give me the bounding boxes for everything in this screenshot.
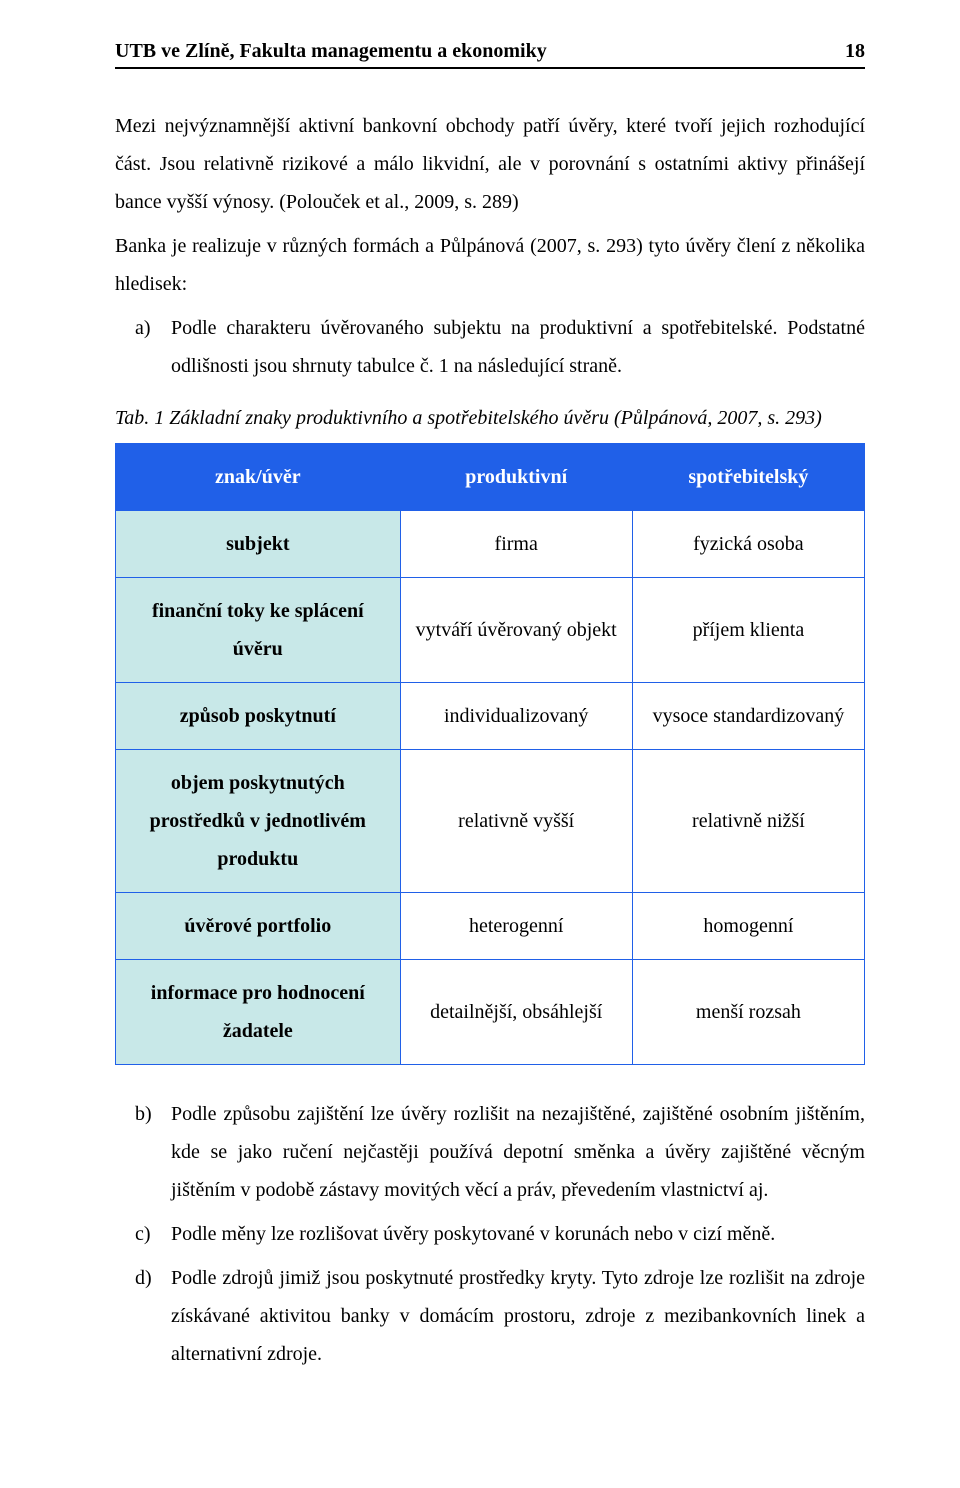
list-marker-c: c) (135, 1215, 151, 1253)
cell: fyzická osoba (632, 511, 864, 578)
table-caption: Tab. 1 Základní znaky produktivního a sp… (115, 399, 865, 437)
cell: heterogenní (400, 893, 632, 960)
th-1: produktivní (400, 444, 632, 511)
cell: vytváří úvěrovaný objekt (400, 578, 632, 683)
table-row: způsob poskytnutí individualizovaný vyso… (116, 683, 865, 750)
list-text-d: Podle zdrojů jimiž jsou poskytnuté prost… (171, 1267, 865, 1365)
cell: objem poskytnutých prostředků v jednotli… (116, 750, 401, 893)
table-row: úvěrové portfolio heterogenní homogenní (116, 893, 865, 960)
paragraph-1: Mezi nejvýznamnější aktivní bankovní obc… (115, 107, 865, 221)
list-text-b: Podle způsobu zajištění lze úvěry rozliš… (171, 1103, 865, 1201)
cell: firma (400, 511, 632, 578)
table-row: finanční toky ke splácení úvěru vytváří … (116, 578, 865, 683)
list-text-a: Podle charakteru úvěrovaného subjektu na… (171, 317, 865, 377)
list-a: a) Podle charakteru úvěrovaného subjektu… (115, 309, 865, 385)
cell: úvěrové portfolio (116, 893, 401, 960)
table-row: subjekt firma fyzická osoba (116, 511, 865, 578)
header-institution: UTB ve Zlíně, Fakulta managementu a ekon… (115, 40, 547, 63)
cell: individualizovaný (400, 683, 632, 750)
cell: způsob poskytnutí (116, 683, 401, 750)
cell: finanční toky ke splácení úvěru (116, 578, 401, 683)
cell: informace pro hodnocení žadatele (116, 960, 401, 1065)
cell: detailnější, obsáhlejší (400, 960, 632, 1065)
cell: menší rozsah (632, 960, 864, 1065)
list-marker-a: a) (135, 309, 151, 347)
list-marker-d: d) (135, 1259, 152, 1297)
list-text-c: Podle měny lze rozlišovat úvěry poskytov… (171, 1223, 775, 1245)
page: UTB ve Zlíně, Fakulta managementu a ekon… (0, 0, 960, 1439)
list-item-a: a) Podle charakteru úvěrovaného subjektu… (171, 309, 865, 385)
characteristics-table: znak/úvěr produktivní spotřebitelský sub… (115, 443, 865, 1065)
body-text: Mezi nejvýznamnější aktivní bankovní obc… (115, 107, 865, 1373)
table-body: subjekt firma fyzická osoba finanční tok… (116, 511, 865, 1065)
cell: subjekt (116, 511, 401, 578)
cell: relativně vyšší (400, 750, 632, 893)
th-2: spotřebitelský (632, 444, 864, 511)
th-0: znak/úvěr (116, 444, 401, 511)
list-item-c: c) Podle měny lze rozlišovat úvěry posky… (171, 1215, 865, 1253)
table-header-row: znak/úvěr produktivní spotřebitelský (116, 444, 865, 511)
list-marker-b: b) (135, 1095, 152, 1133)
cell: vysoce standardizovaný (632, 683, 864, 750)
table-row: informace pro hodnocení žadatele detailn… (116, 960, 865, 1065)
cell: příjem klienta (632, 578, 864, 683)
list-b: b) Podle způsobu zajištění lze úvěry roz… (115, 1095, 865, 1373)
page-number: 18 (845, 40, 865, 63)
list-item-d: d) Podle zdrojů jimiž jsou poskytnuté pr… (171, 1259, 865, 1373)
cell: relativně nižší (632, 750, 864, 893)
list-item-b: b) Podle způsobu zajištění lze úvěry roz… (171, 1095, 865, 1209)
paragraph-2: Banka je realizuje v různých formách a P… (115, 227, 865, 303)
cell: homogenní (632, 893, 864, 960)
page-header: UTB ve Zlíně, Fakulta managementu a ekon… (115, 40, 865, 69)
table-row: objem poskytnutých prostředků v jednotli… (116, 750, 865, 893)
